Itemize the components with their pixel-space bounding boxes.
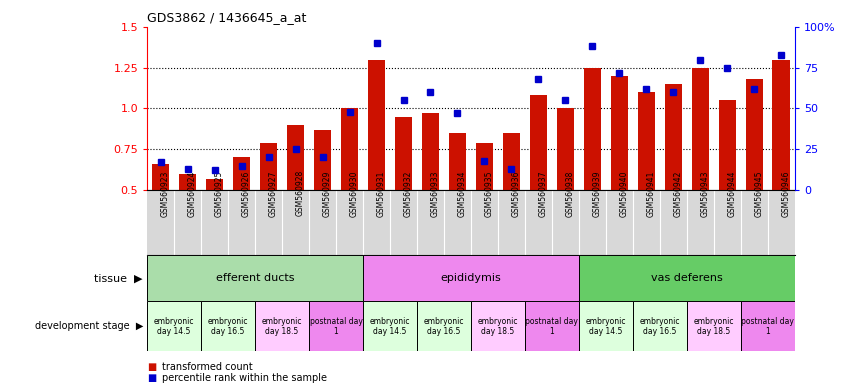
Text: transformed count: transformed count [162,362,253,372]
Text: GSM560932: GSM560932 [404,170,412,217]
Text: embryonic
day 14.5: embryonic day 14.5 [154,317,194,336]
Bar [417,301,471,351]
Bar [341,109,358,190]
Bar [525,301,579,351]
Text: GSM560936: GSM560936 [511,170,521,217]
Text: GSM560942: GSM560942 [674,170,682,217]
Bar [530,95,547,190]
Bar [584,68,601,190]
Text: GSM560924: GSM560924 [188,170,197,217]
Text: GSM560943: GSM560943 [701,170,709,217]
Bar [363,255,579,301]
Bar [179,174,197,190]
Text: GSM560934: GSM560934 [458,170,467,217]
Text: GSM560929: GSM560929 [323,170,331,217]
Bar [687,301,741,351]
Bar [394,117,412,190]
Bar [206,179,224,190]
Text: GSM560935: GSM560935 [484,170,494,217]
Bar [579,301,632,351]
Text: embryonic
day 16.5: embryonic day 16.5 [208,317,248,336]
Text: efferent ducts: efferent ducts [216,273,294,283]
Text: GSM560944: GSM560944 [727,170,736,217]
Text: GSM560930: GSM560930 [350,170,358,217]
Text: embryonic
day 14.5: embryonic day 14.5 [585,317,626,336]
Text: GSM560928: GSM560928 [295,170,304,217]
Text: postnatal day
1: postnatal day 1 [526,317,579,336]
Bar [314,130,331,190]
Bar [632,301,687,351]
Text: GSM560933: GSM560933 [431,170,440,217]
Text: percentile rank within the sample: percentile rank within the sample [162,373,327,383]
Text: postnatal day
1: postnatal day 1 [309,317,362,336]
Text: embryonic
day 16.5: embryonic day 16.5 [640,317,680,336]
Bar [255,301,309,351]
Bar [691,68,709,190]
Text: tissue  ▶: tissue ▶ [94,273,143,283]
Text: postnatal day
1: postnatal day 1 [741,317,794,336]
Bar [718,100,736,190]
Text: GSM560923: GSM560923 [161,170,170,217]
Bar [745,79,763,190]
Text: GDS3862 / 1436645_a_at: GDS3862 / 1436645_a_at [147,11,307,24]
Text: embryonic
day 18.5: embryonic day 18.5 [262,317,302,336]
Bar [476,143,493,190]
Bar [368,60,385,190]
Text: GSM560925: GSM560925 [214,170,224,217]
Text: GSM560937: GSM560937 [538,170,547,217]
Bar [147,255,363,301]
Bar [201,301,255,351]
Text: GSM560926: GSM560926 [241,170,251,217]
Bar [503,133,521,190]
Text: GSM560945: GSM560945 [754,170,764,217]
Bar [309,301,363,351]
Bar [579,255,795,301]
Text: embryonic
day 14.5: embryonic day 14.5 [370,317,410,336]
Bar [287,125,304,190]
Bar [152,164,169,190]
Text: GSM560939: GSM560939 [592,170,601,217]
Text: embryonic
day 18.5: embryonic day 18.5 [478,317,518,336]
Bar [147,301,201,351]
Bar [449,133,466,190]
Bar [664,84,682,190]
Text: GSM560940: GSM560940 [619,170,628,217]
Bar [741,301,795,351]
Text: GSM560946: GSM560946 [781,170,791,217]
Bar [471,301,525,351]
Bar [260,143,278,190]
Text: vas deferens: vas deferens [651,273,722,283]
Bar [421,113,439,190]
Text: GSM560938: GSM560938 [565,170,574,217]
Text: embryonic
day 16.5: embryonic day 16.5 [424,317,464,336]
Bar [557,109,574,190]
Text: epididymis: epididymis [441,273,501,283]
Text: embryonic
day 18.5: embryonic day 18.5 [694,317,734,336]
Text: GSM560931: GSM560931 [377,170,385,217]
Text: development stage  ▶: development stage ▶ [34,321,143,331]
Bar [637,92,655,190]
Text: GSM560927: GSM560927 [268,170,278,217]
Bar [773,60,790,190]
Bar [611,76,628,190]
Text: ■: ■ [147,362,156,372]
Bar [233,157,251,190]
Text: ■: ■ [147,373,156,383]
Bar [363,301,417,351]
Text: GSM560941: GSM560941 [647,170,655,217]
